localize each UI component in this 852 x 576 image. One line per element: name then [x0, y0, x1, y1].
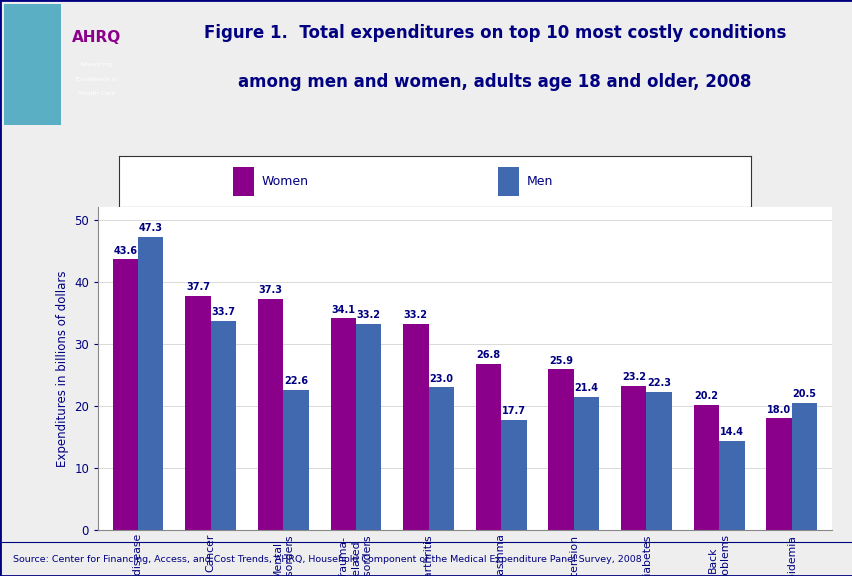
- Text: 43.6: 43.6: [113, 246, 137, 256]
- Bar: [283, 390, 308, 530]
- Text: Women: Women: [261, 175, 308, 188]
- Text: 25.9: 25.9: [549, 355, 573, 366]
- Text: Excellence in: Excellence in: [76, 77, 118, 82]
- Bar: [620, 386, 646, 530]
- Bar: [355, 324, 381, 530]
- Text: Men: Men: [526, 175, 552, 188]
- Text: 33.2: 33.2: [403, 310, 428, 320]
- Text: AHRQ: AHRQ: [72, 31, 121, 46]
- Bar: [475, 363, 501, 530]
- Text: 17.7: 17.7: [501, 407, 526, 416]
- Bar: [4, 4, 61, 125]
- Text: Advancing: Advancing: [80, 62, 113, 67]
- Bar: [112, 259, 138, 530]
- Y-axis label: Expenditures in billions of dollars: Expenditures in billions of dollars: [55, 270, 68, 467]
- Bar: [791, 403, 816, 530]
- Text: 33.7: 33.7: [211, 307, 235, 317]
- Bar: [501, 420, 526, 530]
- Bar: [765, 418, 791, 530]
- Text: 14.4: 14.4: [719, 427, 743, 437]
- Text: among men and women, adults age 18 and older, 2008: among men and women, adults age 18 and o…: [238, 73, 751, 91]
- Bar: [138, 237, 164, 530]
- Text: 33.2: 33.2: [356, 310, 380, 320]
- Text: 18.0: 18.0: [766, 404, 790, 415]
- Bar: [718, 441, 744, 530]
- Text: 20.5: 20.5: [792, 389, 815, 399]
- Bar: [428, 387, 453, 530]
- Text: 47.3: 47.3: [139, 223, 163, 233]
- Text: 23.0: 23.0: [429, 373, 452, 384]
- Text: 23.2: 23.2: [621, 372, 645, 382]
- Text: 26.8: 26.8: [476, 350, 500, 360]
- Text: 22.3: 22.3: [647, 378, 671, 388]
- Bar: [210, 321, 236, 530]
- Text: 21.4: 21.4: [574, 384, 598, 393]
- Bar: [693, 404, 718, 530]
- Bar: [548, 369, 573, 530]
- Text: 20.2: 20.2: [694, 391, 717, 401]
- Bar: [330, 319, 355, 530]
- Bar: [233, 167, 254, 196]
- Bar: [573, 397, 599, 530]
- Bar: [498, 167, 518, 196]
- Bar: [403, 324, 428, 530]
- Bar: [257, 298, 283, 530]
- Text: Source: Center for Financing, Access, and Cost Trends, AHRQ, Household Component: Source: Center for Financing, Access, an…: [13, 555, 641, 564]
- Bar: [646, 392, 671, 530]
- Text: 37.7: 37.7: [186, 282, 210, 293]
- Bar: [185, 296, 210, 530]
- Text: 37.3: 37.3: [258, 285, 282, 295]
- Text: 34.1: 34.1: [331, 305, 354, 314]
- Text: Figure 1.  Total expenditures on top 10 most costly conditions: Figure 1. Total expenditures on top 10 m…: [204, 24, 785, 42]
- Text: Health Care: Health Care: [78, 91, 115, 96]
- Text: 22.6: 22.6: [284, 376, 308, 386]
